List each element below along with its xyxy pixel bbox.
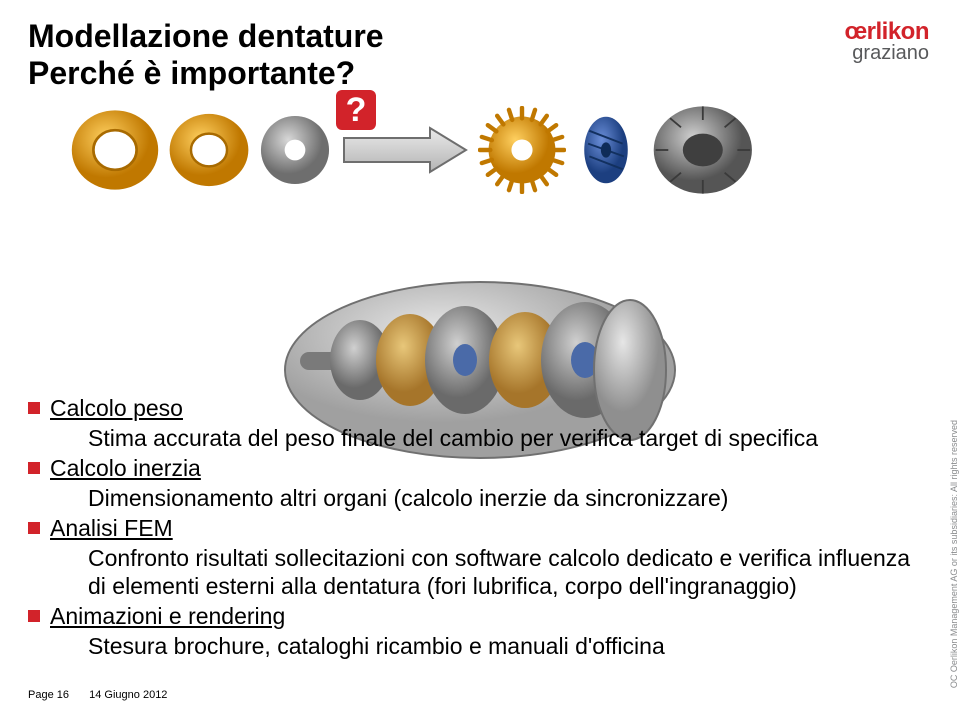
footer-date: 14 Giugno 2012	[89, 689, 167, 701]
bullet-4-heading: Animazioni e rendering	[50, 603, 285, 630]
helical-blue-icon	[574, 111, 638, 189]
bullet-1: Calcolo peso	[28, 395, 931, 422]
ring-yellow-1-icon	[70, 105, 160, 195]
ring-yellow-2-icon	[168, 109, 250, 191]
slide: Modellazione dentature Perché è importan…	[0, 0, 959, 713]
gear-yellow-3-icon: /* placeholder */	[478, 106, 566, 194]
bullet-3: Analisi FEM	[28, 515, 931, 542]
brand-logo: œrlikon graziano	[845, 18, 930, 65]
footer-page-label: Page	[28, 689, 54, 701]
disc-grey-icon	[258, 108, 332, 192]
copyright-text: OC Oerlikon Management AG or its subsidi…	[949, 420, 959, 688]
logo-sub: graziano	[845, 42, 930, 65]
title-line-2: Perché è importante?	[28, 55, 384, 92]
bullet-square-icon	[28, 402, 40, 414]
arrow-block: ?	[340, 126, 470, 174]
question-mark-icon: ?	[336, 90, 376, 130]
bullet-square-icon	[28, 462, 40, 474]
bullet-square-icon	[28, 610, 40, 622]
bullet-square-icon	[28, 522, 40, 534]
gear-row: ? /* placeholder */	[70, 90, 790, 210]
bullet-4-sub: Stesura brochure, cataloghi ricambio e m…	[88, 632, 931, 661]
bullet-3-sub: Confronto risultati sollecitazioni con s…	[88, 544, 931, 602]
illustration-area: ? /* placeholder */	[70, 90, 790, 260]
bullet-1-heading: Calcolo peso	[50, 395, 183, 422]
bullet-3-heading: Analisi FEM	[50, 515, 173, 542]
footer: Page 16 14 Giugno 2012	[28, 689, 167, 701]
title-block: Modellazione dentature Perché è importan…	[28, 18, 384, 92]
bullet-2: Calcolo inerzia	[28, 455, 931, 482]
title-line-1: Modellazione dentature	[28, 18, 384, 55]
bullet-list: Calcolo peso Stima accurata del peso fin…	[28, 395, 931, 663]
footer-page-num: 16	[57, 689, 69, 701]
arrow-icon	[340, 126, 470, 174]
bullet-2-heading: Calcolo inerzia	[50, 455, 201, 482]
bevel-grey-icon	[646, 100, 756, 200]
bullet-1-sub: Stima accurata del peso finale del cambi…	[88, 424, 931, 453]
bullet-2-sub: Dimensionamento altri organi (calcolo in…	[88, 484, 931, 513]
bullet-4: Animazioni e rendering	[28, 603, 931, 630]
